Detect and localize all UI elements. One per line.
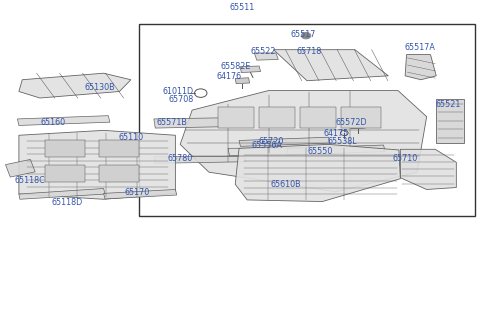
Text: 65708: 65708 xyxy=(169,95,194,104)
Text: 65550: 65550 xyxy=(308,147,333,156)
Polygon shape xyxy=(19,189,105,199)
Text: 65130B: 65130B xyxy=(84,83,115,92)
Circle shape xyxy=(301,32,311,39)
Polygon shape xyxy=(19,73,131,98)
Text: 65511: 65511 xyxy=(230,3,255,12)
Text: 65118D: 65118D xyxy=(51,198,83,207)
Polygon shape xyxy=(274,50,388,81)
Text: 65710: 65710 xyxy=(393,154,418,163)
Text: 65718: 65718 xyxy=(297,47,322,56)
Polygon shape xyxy=(235,144,400,202)
Bar xyxy=(45,165,85,182)
Text: 65572D: 65572D xyxy=(335,118,367,127)
Text: 65610B: 65610B xyxy=(271,180,301,189)
Polygon shape xyxy=(104,190,177,199)
Text: 65110: 65110 xyxy=(118,133,144,142)
Polygon shape xyxy=(228,148,344,156)
Text: 65170: 65170 xyxy=(124,188,150,197)
Text: 65521: 65521 xyxy=(436,100,461,109)
Polygon shape xyxy=(254,53,278,60)
Polygon shape xyxy=(239,137,330,146)
Text: 65582E: 65582E xyxy=(220,62,251,71)
Polygon shape xyxy=(405,54,436,80)
Text: 65118C: 65118C xyxy=(14,176,45,185)
Text: 65160: 65160 xyxy=(41,118,66,127)
Polygon shape xyxy=(240,66,261,72)
Polygon shape xyxy=(436,99,464,143)
Polygon shape xyxy=(154,156,246,163)
Text: 64175: 64175 xyxy=(323,130,348,138)
Text: 65571B: 65571B xyxy=(156,118,188,127)
Text: 65517A: 65517A xyxy=(404,43,435,51)
Polygon shape xyxy=(400,149,456,190)
Text: 65556A: 65556A xyxy=(252,141,282,150)
Bar xyxy=(99,165,140,182)
Text: 64176: 64176 xyxy=(217,72,242,81)
Text: 65780: 65780 xyxy=(168,154,193,163)
Polygon shape xyxy=(350,122,365,129)
Polygon shape xyxy=(154,118,237,128)
Bar xyxy=(300,107,336,128)
Bar xyxy=(99,140,140,157)
Text: 65522: 65522 xyxy=(250,47,276,56)
Text: 65517: 65517 xyxy=(291,30,316,38)
Bar xyxy=(45,140,85,157)
Bar xyxy=(340,107,381,128)
Bar xyxy=(259,107,295,128)
Text: 61011D: 61011D xyxy=(162,87,193,96)
Polygon shape xyxy=(19,130,175,199)
Polygon shape xyxy=(287,145,385,155)
Text: 65538L: 65538L xyxy=(328,137,357,146)
Text: 65720: 65720 xyxy=(258,137,284,146)
Polygon shape xyxy=(17,116,110,125)
Bar xyxy=(218,107,254,128)
Bar xyxy=(140,24,475,216)
Polygon shape xyxy=(5,159,35,177)
Polygon shape xyxy=(180,91,427,192)
Polygon shape xyxy=(235,78,250,84)
